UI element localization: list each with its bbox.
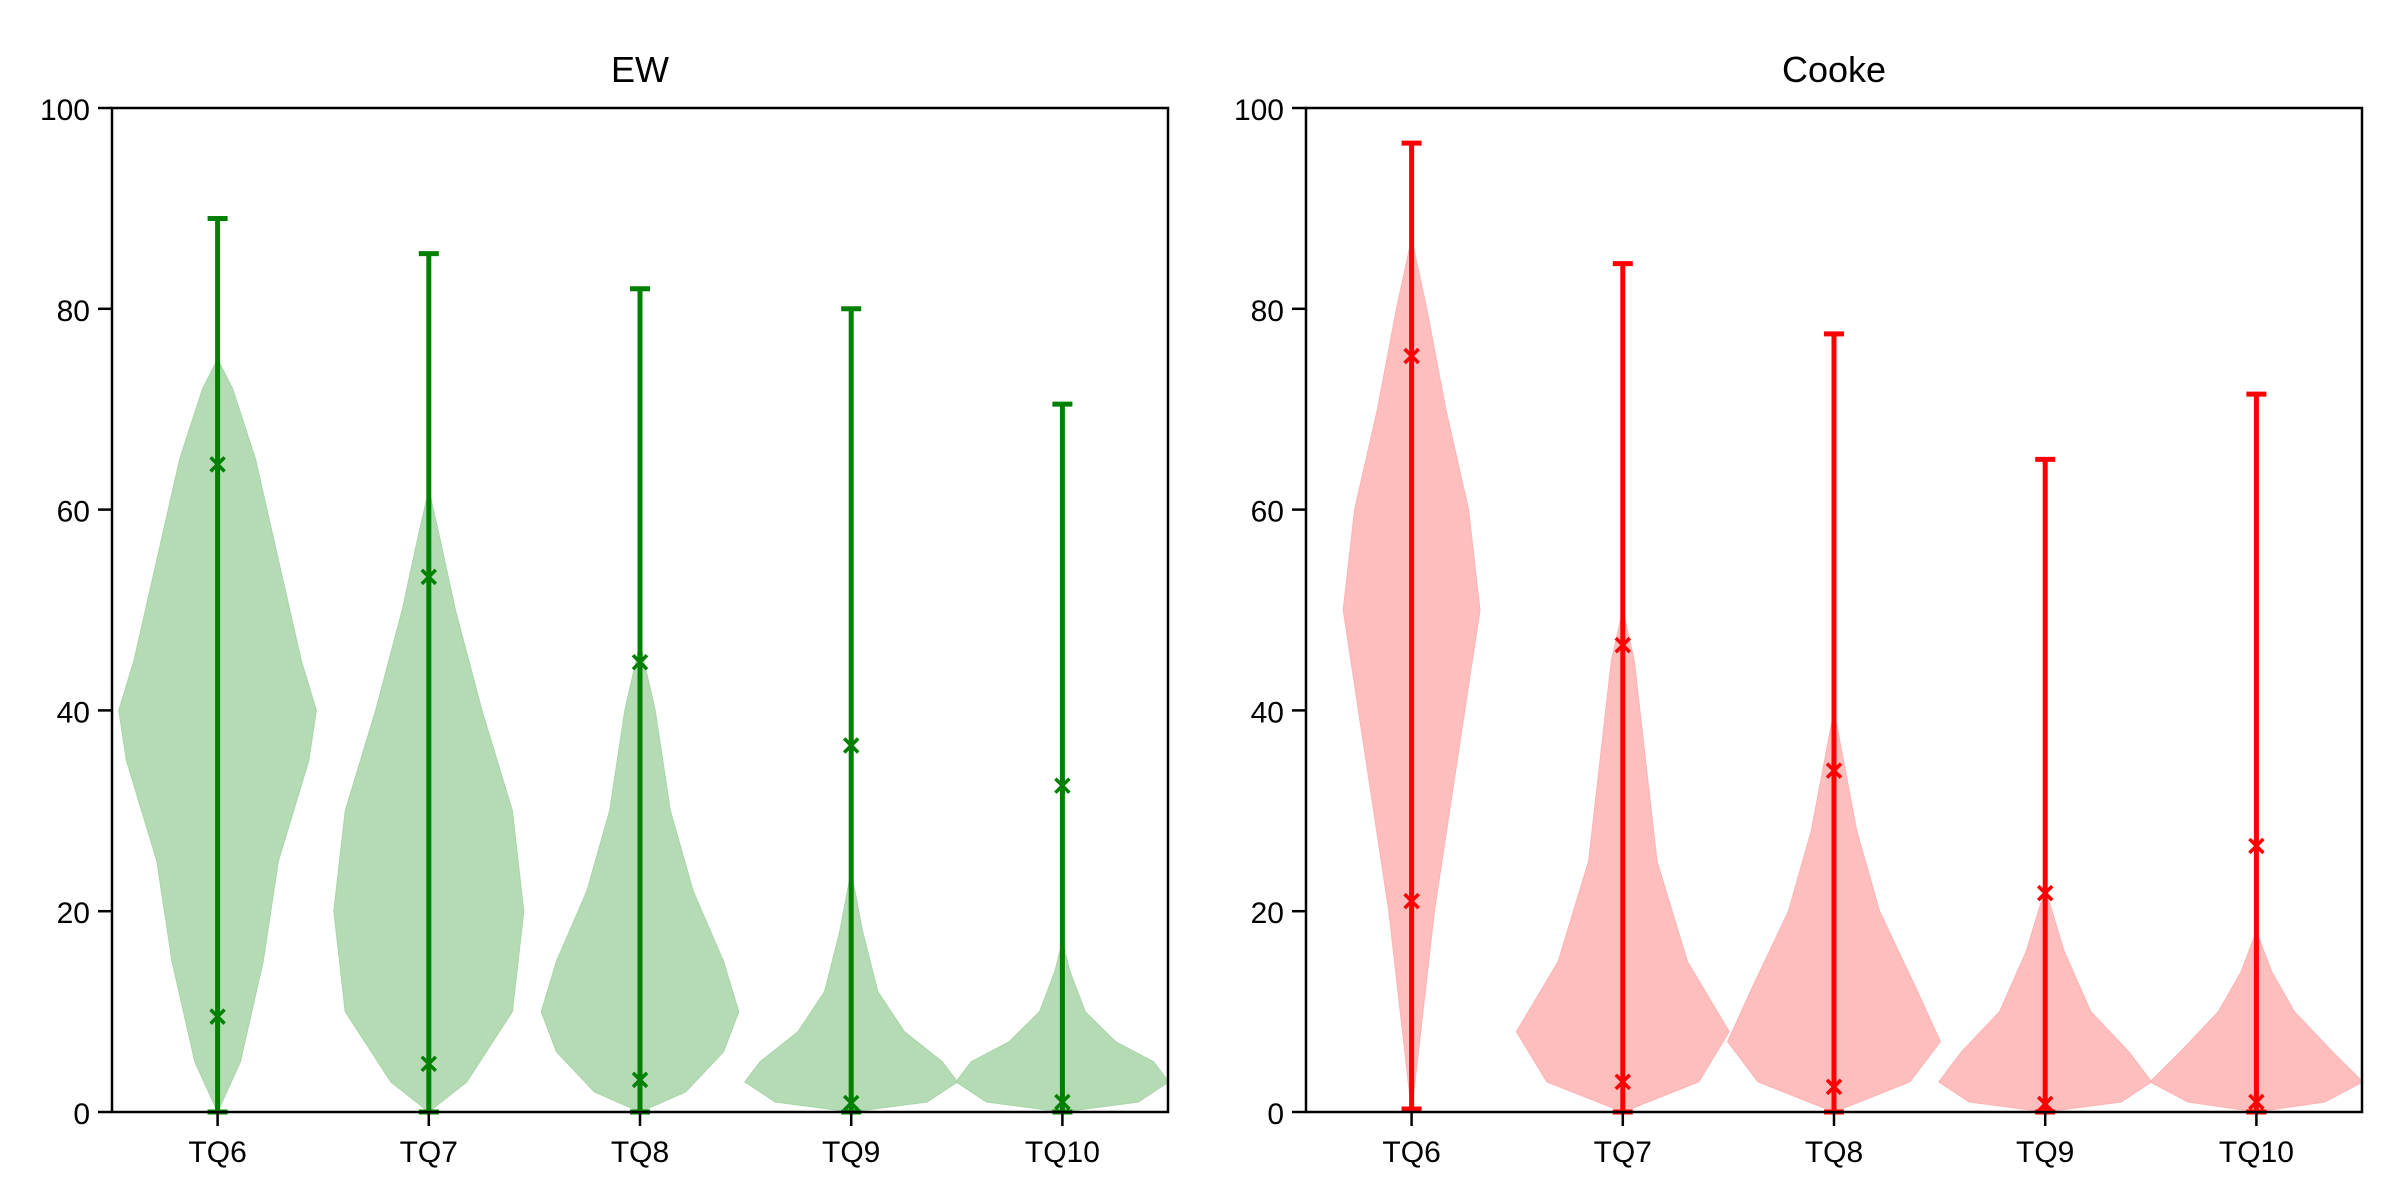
y-tick-label: 40 (57, 696, 90, 729)
subplot-cooke: Cooke 0 20 40 60 80 100 TQ6 TQ7 TQ8 TQ9 TQ10 (1234, 49, 2364, 1169)
marker-stroke (2036, 1095, 2054, 1113)
marker-stroke (1054, 777, 1071, 794)
violin-marker (1054, 1093, 1071, 1111)
y-tick-label: 100 (1234, 94, 1284, 127)
marker-stroke (2248, 837, 2265, 855)
violin-layer (118, 215, 1170, 1115)
y-tick-label: 100 (40, 94, 90, 127)
x-tick-label: TQ7 (400, 1136, 458, 1169)
violin-marker (631, 1071, 649, 1089)
marker-stroke (209, 1008, 226, 1025)
violin-marker (2248, 1093, 2265, 1111)
x-tick-label: TQ10 (2219, 1136, 2294, 1169)
marker-stroke (2248, 1093, 2265, 1111)
violin-marker (2248, 837, 2265, 855)
marker-stroke (1825, 762, 1843, 779)
violin-marker (1825, 1078, 1843, 1096)
violin-marker (420, 1055, 438, 1073)
x-tick-label: TQ9 (2016, 1136, 2074, 1169)
marker-stroke (209, 456, 226, 473)
violin-marker (2036, 884, 2054, 902)
violin-layer (1342, 140, 2364, 1115)
x-tick-label: TQ10 (1025, 1136, 1100, 1169)
subplot-title: EW (611, 49, 669, 90)
marker-stroke (842, 1094, 860, 1112)
marker-stroke (420, 1055, 438, 1073)
violin-marker (1614, 1073, 1632, 1091)
violin-marker (842, 737, 860, 754)
violin-marker (209, 1008, 226, 1025)
plot-frame (110, 106, 1170, 1114)
marker-stroke (1825, 1078, 1843, 1096)
y-tick-label: 80 (57, 295, 90, 328)
marker-stroke (842, 737, 860, 754)
plot-frame (1304, 106, 2364, 1114)
marker-stroke (1054, 1093, 1071, 1111)
y-tick-label: 0 (73, 1098, 90, 1131)
marker-stroke (2036, 884, 2054, 902)
violin-marker (1403, 892, 1420, 910)
y-tick-label: 20 (1251, 897, 1284, 930)
y-tick-label: 60 (57, 496, 90, 529)
y-tick-label: 0 (1267, 1098, 1284, 1131)
violin-marker (1403, 347, 1420, 365)
x-tick-label: TQ8 (611, 1136, 669, 1169)
marker-stroke (1614, 1073, 1632, 1091)
y-tick-label: 80 (1251, 295, 1284, 328)
marker-stroke (1614, 636, 1632, 654)
x-tick-label: TQ6 (188, 1136, 246, 1169)
violin-marker (1614, 636, 1632, 654)
x-tick-label: TQ6 (1382, 1136, 1440, 1169)
violin-marker (209, 456, 226, 473)
x-axis: TQ6 TQ7 TQ8 TQ9 TQ10 (188, 1112, 1100, 1169)
x-axis: TQ6 TQ7 TQ8 TQ9 TQ10 (1382, 1112, 2294, 1169)
marker-stroke (631, 653, 649, 671)
y-tick-label: 60 (1251, 496, 1284, 529)
marker-stroke (631, 1071, 649, 1089)
y-tick-label: 40 (1251, 696, 1284, 729)
violin-marker (1054, 777, 1071, 794)
x-tick-label: TQ7 (1594, 1136, 1652, 1169)
violin-marker (1825, 762, 1843, 779)
violin-marker (420, 568, 438, 586)
y-tick-label: 20 (57, 897, 90, 930)
x-tick-label: TQ8 (1805, 1136, 1863, 1169)
x-tick-label: TQ9 (822, 1136, 880, 1169)
subplot-ew: EW 0 20 40 60 80 100 TQ6 TQ7 TQ8 TQ9 TQ10 (40, 49, 1170, 1169)
violin-marker (842, 1094, 860, 1112)
y-axis: 0 20 40 60 80 100 (1234, 94, 1306, 1131)
marker-stroke (420, 568, 438, 586)
violin-marker (631, 653, 649, 671)
y-axis: 0 20 40 60 80 100 (40, 94, 112, 1131)
marker-stroke (1403, 892, 1420, 910)
violin-marker (2036, 1095, 2054, 1113)
subplot-title: Cooke (1782, 49, 1886, 90)
marker-stroke (1403, 347, 1420, 365)
